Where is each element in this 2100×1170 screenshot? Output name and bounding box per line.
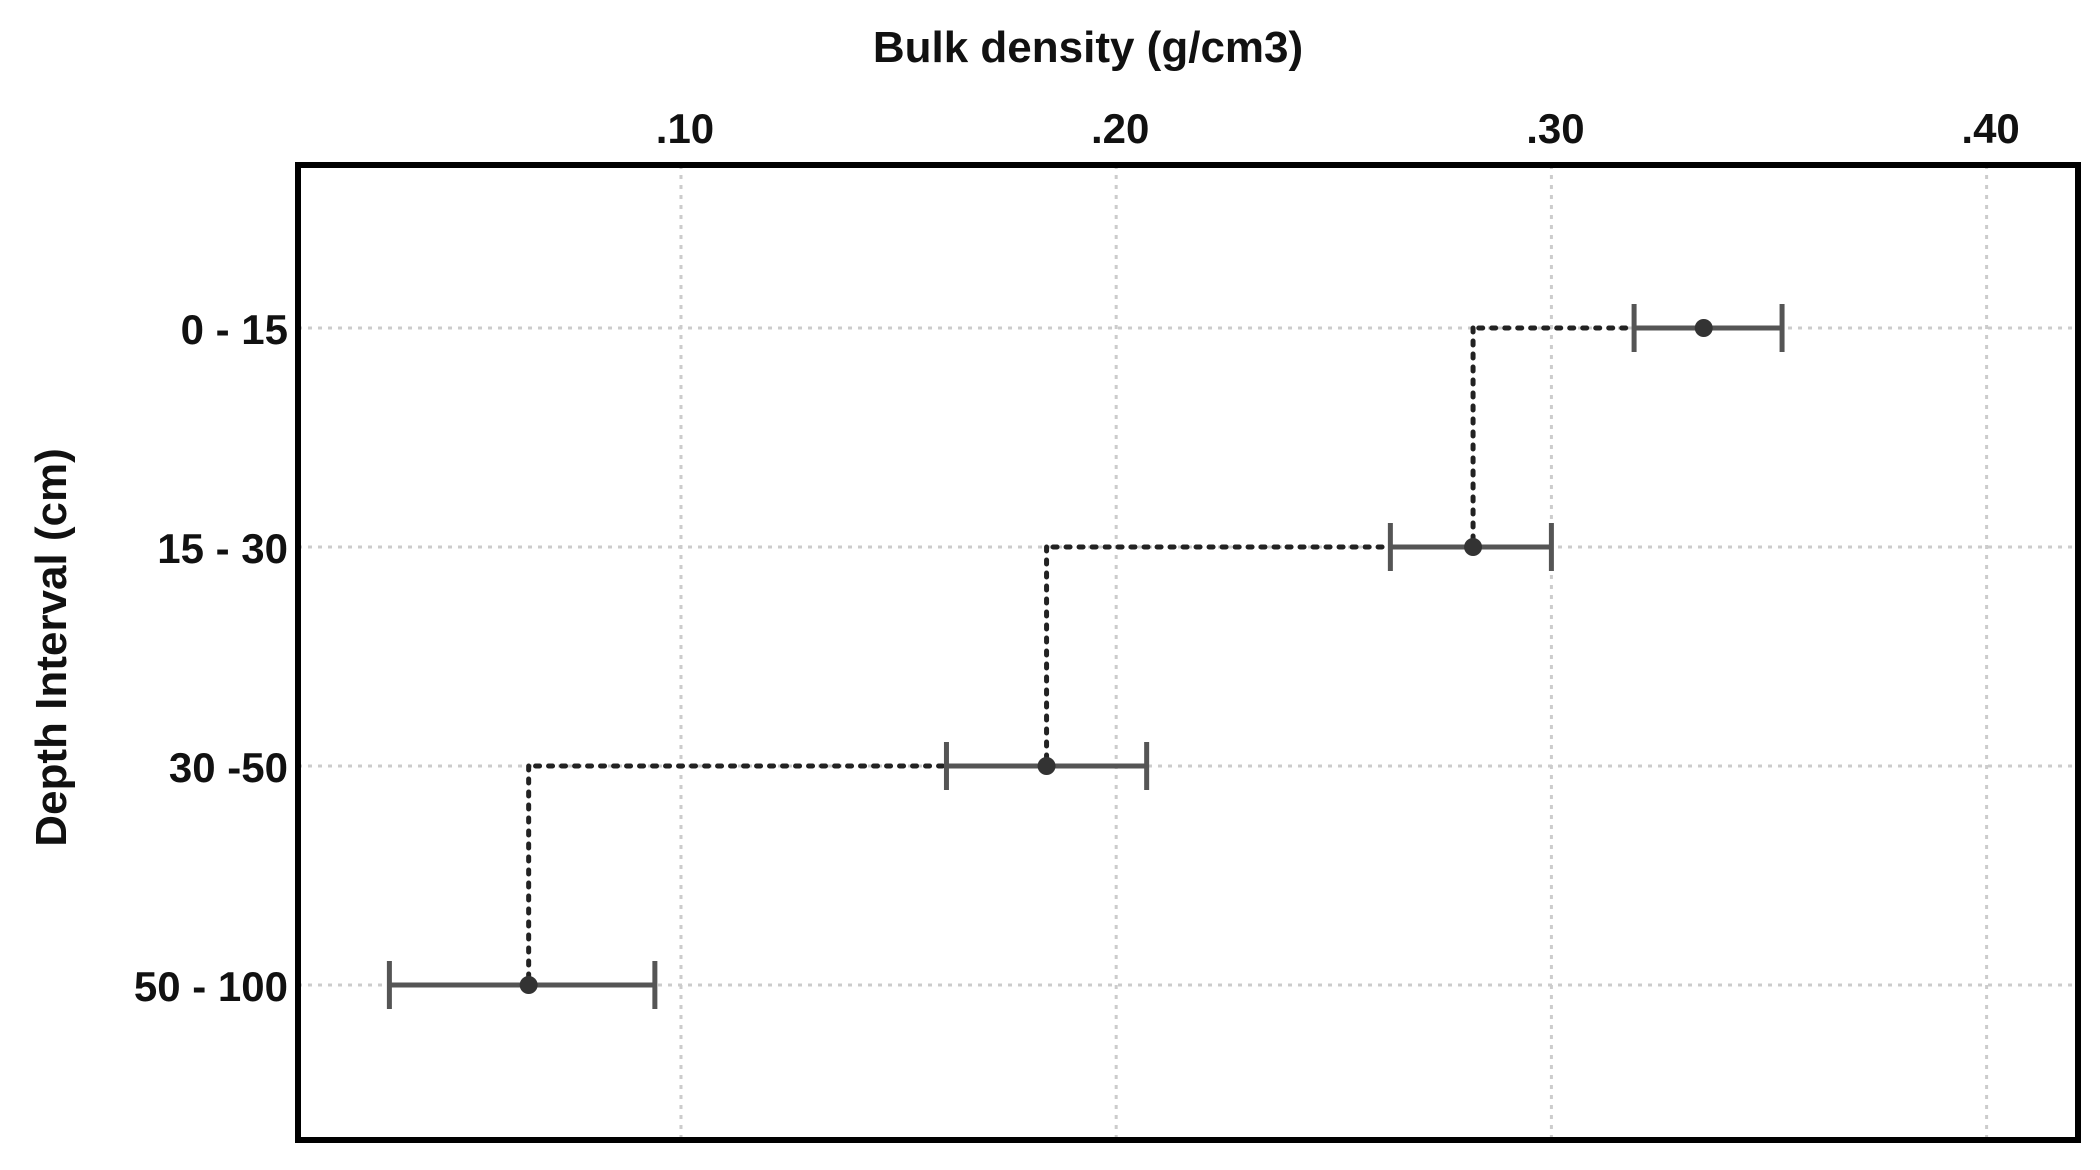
y-ticks: 0 - 15 15 - 30 30 -50 50 - 100: [134, 306, 288, 1010]
x-tick-label: .40: [1961, 105, 2019, 152]
y-tick-label: 0 - 15: [181, 306, 288, 353]
x-tick-label: .30: [1526, 105, 1584, 152]
error-bars: [386, 304, 1785, 1009]
x-tick-label: .20: [1091, 105, 1149, 152]
y-axis-title: Depth Interval (cm): [27, 448, 76, 847]
data-points: [519, 319, 1713, 994]
y-tick-label: 15 - 30: [157, 525, 288, 572]
x-axis-title: Bulk density (g/cm3): [873, 23, 1303, 72]
y-tick-label: 50 - 100: [134, 963, 288, 1010]
data-point: [519, 976, 538, 994]
data-point: [1037, 757, 1056, 775]
x-ticks: .10 .20 .30 .40: [656, 105, 2020, 152]
grid: [298, 165, 2078, 1140]
data-point: [1694, 319, 1713, 337]
plot-frame: [295, 162, 2081, 1143]
data-point: [1464, 538, 1483, 556]
y-tick-label: 30 -50: [169, 744, 288, 791]
x-tick-label: .10: [656, 105, 714, 152]
